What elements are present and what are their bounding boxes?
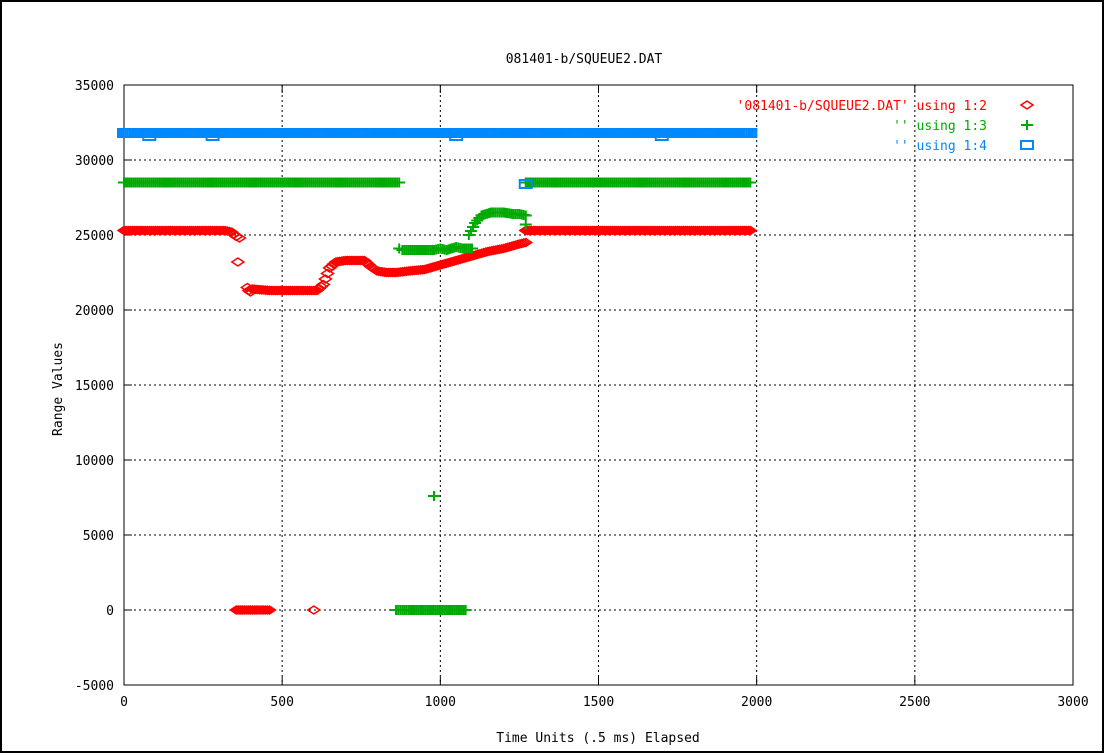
x-tick-label: 1000 [425, 695, 456, 710]
y-tick-label: 0 [106, 604, 114, 619]
legend-marker [1021, 120, 1033, 130]
data-point [737, 225, 752, 236]
data-point [347, 255, 363, 266]
legend-marker [1019, 100, 1035, 110]
series-1 [116, 225, 758, 615]
data-point [305, 285, 321, 296]
series-3 [117, 128, 758, 189]
data-point [739, 225, 754, 236]
data-point [262, 605, 277, 615]
x-tick-label: 2000 [741, 695, 772, 710]
legend: '081401-b/SQUEUE2.DAT' using 1:2 '' using… [737, 99, 1035, 154]
axis-ticks: 0 500 1000 1500 2000 2500 3000 -5000 0 5000 10000 1… [75, 79, 1089, 710]
data-point [743, 128, 758, 138]
y-tick-label: -5000 [75, 679, 114, 694]
x-tick-label: 0 [120, 695, 128, 710]
y-tick-label: 25000 [75, 229, 114, 244]
data-point [251, 605, 267, 615]
data-point [300, 285, 315, 296]
x-tick-label: 500 [270, 695, 293, 710]
data-point [742, 225, 758, 236]
data-point [512, 239, 527, 249]
data-point [230, 257, 246, 267]
legend-label: '' using 1:4 [893, 139, 987, 154]
y-tick-label: 30000 [75, 154, 114, 169]
data-point [744, 177, 757, 188]
grid-lines [124, 85, 1073, 685]
data-point [518, 179, 533, 189]
data-marks [116, 128, 758, 615]
data-point [320, 268, 335, 279]
data-point [142, 131, 157, 141]
data-point [217, 225, 233, 236]
y-tick-label: 10000 [75, 454, 114, 469]
data-point [465, 243, 478, 254]
data-point [733, 225, 748, 236]
data-point [253, 605, 269, 615]
data-point [459, 605, 472, 615]
data-point [449, 131, 464, 141]
data-point [741, 225, 756, 236]
data-point [232, 233, 247, 243]
x-tick-label: 3000 [1057, 695, 1088, 710]
y-axis-label: Range Values [51, 342, 66, 436]
data-point [353, 255, 368, 266]
x-tick-label: 1500 [583, 695, 614, 710]
data-point [428, 491, 441, 501]
data-point [735, 225, 750, 236]
data-point [205, 131, 220, 141]
data-point [257, 605, 273, 615]
data-point [519, 219, 532, 230]
data-point [318, 274, 333, 284]
x-tick-label: 2500 [899, 695, 930, 710]
data-point [315, 279, 331, 290]
data-point [306, 605, 322, 615]
y-tick-label: 5000 [83, 529, 114, 544]
legend-marker [1020, 140, 1034, 150]
data-point [518, 237, 534, 248]
legend-label: '' using 1:3 [893, 119, 987, 134]
data-point [514, 238, 529, 249]
legend-label: '081401-b/SQUEUE2.DAT' using 1:2 [737, 99, 987, 114]
y-tick-label: 15000 [75, 379, 114, 394]
chart-title: 081401-b/SQUEUE2.DAT [506, 52, 663, 67]
data-point [260, 605, 275, 615]
x-axis-label: Time Units (.5 ms) Elapsed [496, 731, 700, 746]
data-point [255, 605, 271, 615]
data-point [516, 238, 531, 248]
data-point [207, 225, 223, 236]
data-point [519, 210, 532, 221]
series-2 [118, 177, 757, 615]
data-point [654, 131, 669, 141]
data-point [393, 177, 406, 188]
y-tick-label: 35000 [75, 79, 114, 94]
y-tick-label: 20000 [75, 304, 114, 319]
